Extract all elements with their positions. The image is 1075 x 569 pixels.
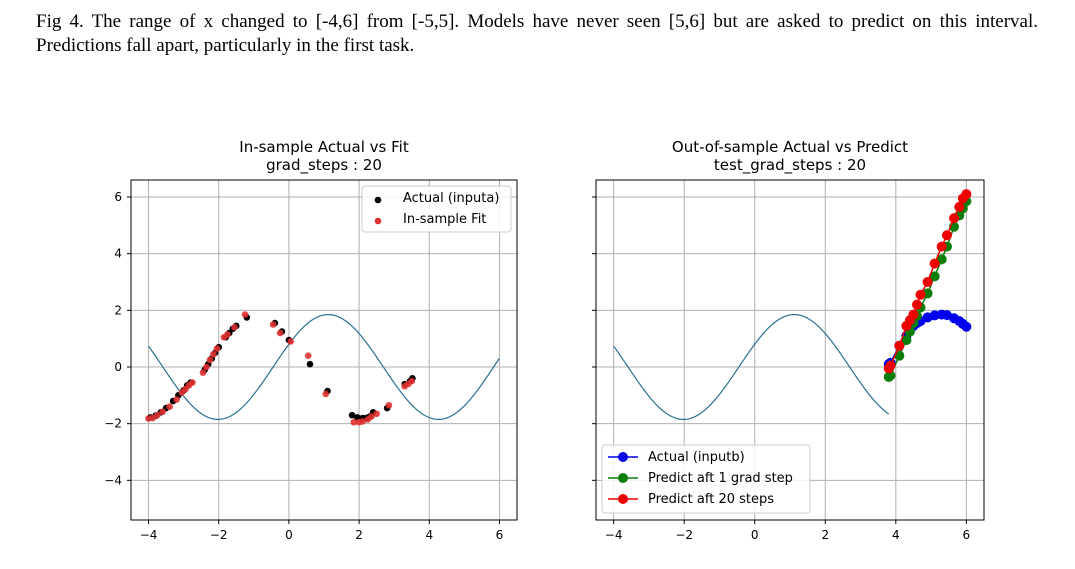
- series-predict-1-step: [883, 196, 972, 382]
- chart-subtitle: test_grad_steps : 20: [714, 156, 866, 175]
- legend-marker: [618, 494, 628, 504]
- data-point: [276, 329, 284, 337]
- data-point: [203, 363, 210, 371]
- x-tick-label: −4: [140, 528, 158, 542]
- data-point: [929, 271, 940, 282]
- y-tick-label: 6: [114, 190, 122, 204]
- data-point: [269, 321, 277, 328]
- x-tick-label: 2: [355, 528, 363, 542]
- chart-1: −4 −2 0 2 4 6 6 4 2 0 −2 −4 In-sample Actual vs Fitg…: [104, 138, 518, 542]
- legend-marker: [374, 217, 382, 225]
- series-predict-20-steps: [883, 189, 972, 374]
- legend-label: Predict aft 1 grad step: [648, 471, 793, 486]
- data-point: [961, 321, 972, 332]
- data-point: [348, 411, 356, 419]
- data-point: [206, 356, 214, 364]
- data-point: [154, 411, 161, 419]
- data-point: [241, 311, 249, 318]
- data-point: [213, 345, 221, 352]
- x-tick-label: 0: [751, 528, 759, 542]
- data-point: [224, 331, 231, 338]
- data-point: [231, 324, 238, 331]
- data-point: [304, 352, 312, 359]
- chart-title: In-sample Actual vs Fit: [239, 138, 409, 156]
- x-tick-label: 2: [821, 528, 829, 542]
- data-point: [350, 418, 358, 426]
- x-tick-label: 0: [285, 528, 293, 542]
- data-point: [189, 379, 196, 386]
- series-in-sample-fit: [145, 311, 416, 426]
- data-point: [885, 360, 896, 371]
- data-point: [922, 277, 933, 287]
- data-point: [322, 390, 330, 398]
- data-point: [373, 410, 380, 418]
- legend-marker: [618, 452, 628, 462]
- figure-caption: Fig 4. The range of x changed to [-4,6] …: [36, 11, 1038, 56]
- series-line: [888, 193, 967, 369]
- chart-title: Out-of-sample Actual vs Predict: [672, 138, 908, 156]
- x-tick-label: 4: [892, 528, 900, 542]
- legend: Actual (inputb) Predict aft 1 grad step Pr…: [601, 444, 811, 514]
- data-point: [941, 230, 952, 241]
- x-tick-label: 6: [496, 528, 504, 542]
- y-tick-label: 2: [114, 303, 122, 317]
- plot-frame: [595, 179, 985, 521]
- y-tick-label: −4: [104, 473, 122, 487]
- sine-curve: [148, 313, 500, 421]
- legend-label: Predict aft 20 steps: [648, 492, 774, 507]
- x-tick-label: −2: [675, 528, 693, 542]
- data-point: [287, 338, 294, 345]
- x-tick-label: −4: [605, 528, 623, 542]
- data-point: [210, 350, 217, 358]
- data-point: [936, 241, 947, 252]
- legend-box: [361, 185, 512, 233]
- legend-label: In-sample Fit: [403, 212, 486, 227]
- data-point: [894, 340, 905, 351]
- data-point: [306, 360, 314, 368]
- data-point: [954, 201, 965, 212]
- legend-box: [601, 444, 811, 514]
- data-point: [359, 418, 366, 425]
- y-tick-label: −2: [104, 417, 122, 431]
- legend-marker: [618, 473, 628, 483]
- data-point: [901, 335, 912, 346]
- legend-label: Actual (inputb): [648, 450, 745, 465]
- data-point: [368, 413, 375, 420]
- data-point: [915, 289, 926, 300]
- chart-2: −4 −2 0 2 4 6 Out-of-sample Actual vs Predictt…: [592, 138, 985, 542]
- y-tick-label: 0: [114, 360, 122, 374]
- data-point: [961, 189, 972, 200]
- legend: Actual (inputa) In-sample Fit: [361, 185, 512, 233]
- data-point: [173, 396, 180, 403]
- x-tick-label: 4: [425, 528, 433, 542]
- y-tick-label: 4: [114, 247, 122, 261]
- x-tick-label: 6: [963, 528, 971, 542]
- sine-curve: [613, 313, 890, 421]
- data-point: [166, 403, 173, 410]
- data-point: [408, 377, 416, 385]
- data-point: [911, 299, 922, 310]
- data-point: [159, 408, 166, 416]
- chart-subtitle: grad_steps : 20: [266, 156, 382, 175]
- legend-marker: [374, 196, 382, 204]
- data-point: [929, 258, 940, 269]
- legend-label: Actual (inputa): [403, 191, 499, 206]
- x-tick-label: −2: [210, 528, 228, 542]
- data-point: [385, 401, 393, 409]
- data-point: [908, 309, 919, 320]
- plot-frame: [130, 179, 518, 521]
- data-point: [949, 213, 960, 224]
- data-point: [199, 369, 207, 376]
